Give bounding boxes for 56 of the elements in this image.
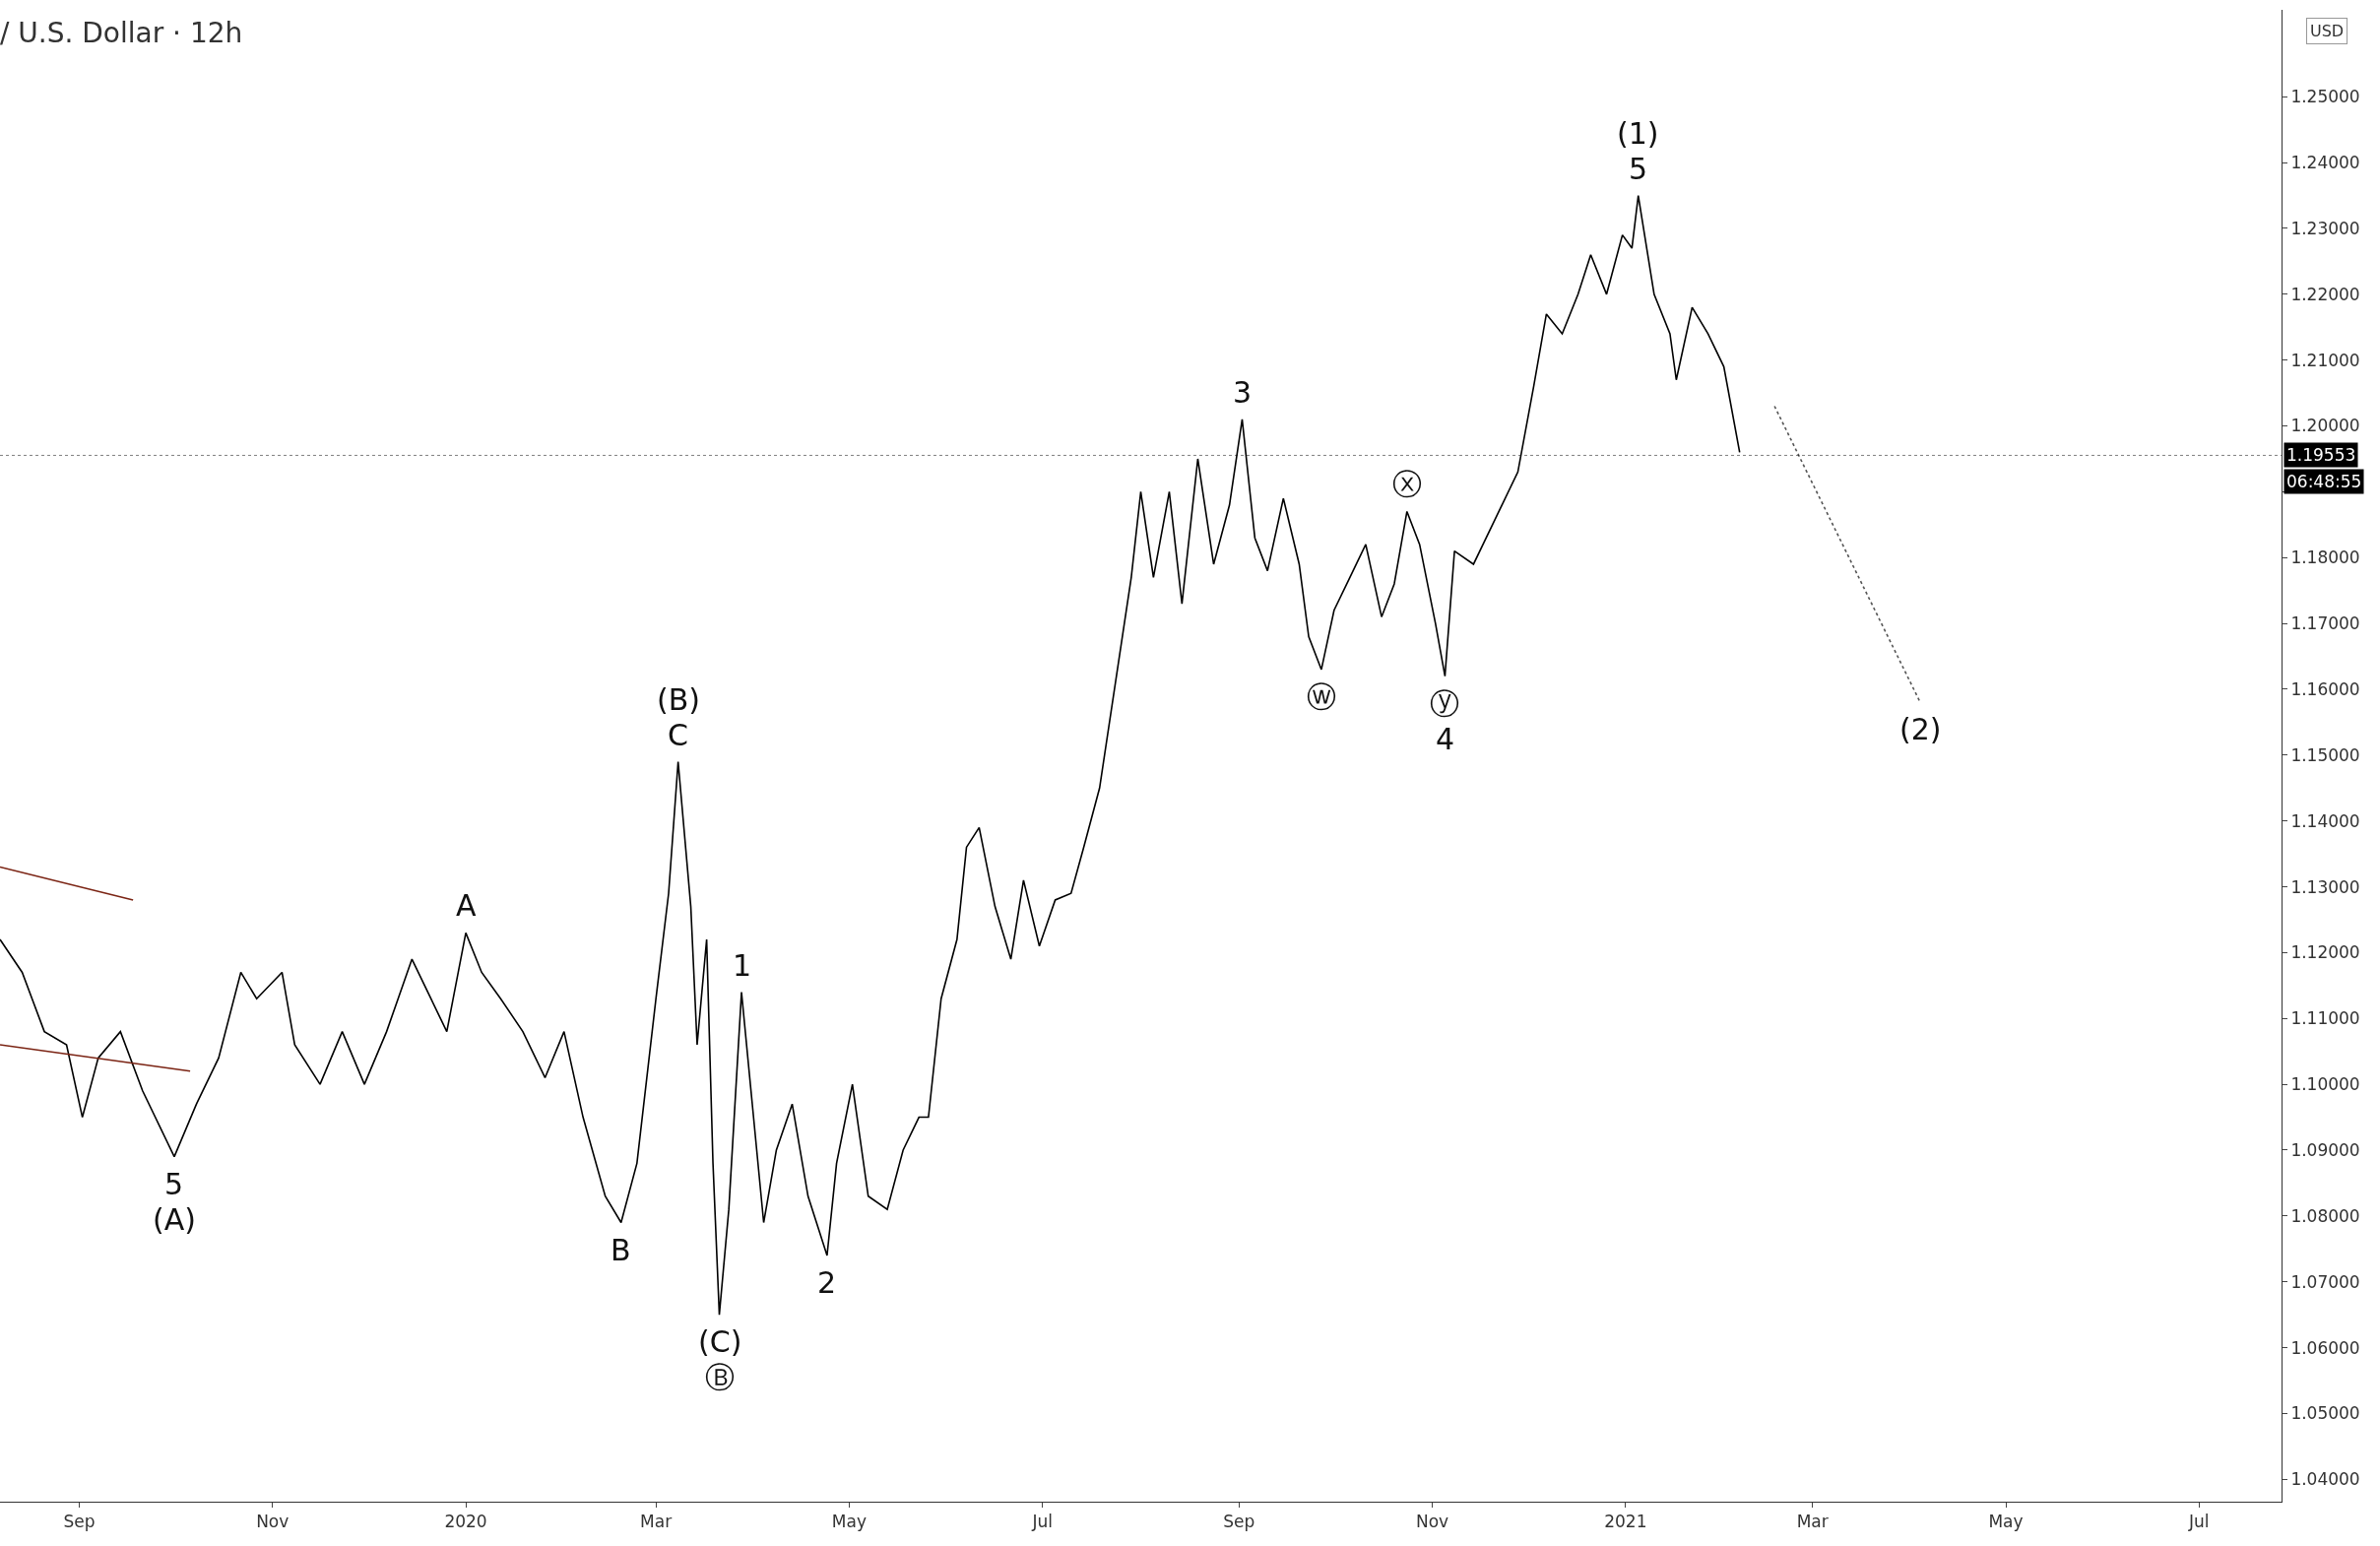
annotation: ⓧ xyxy=(1392,467,1422,501)
annotation: (A) xyxy=(153,1202,196,1237)
annotation: 5 xyxy=(1629,152,1648,186)
x-tick-label: Mar xyxy=(1796,1512,1829,1532)
y-axis-title: USD xyxy=(2310,22,2345,40)
y-tick-label: 1.16000 xyxy=(2290,678,2360,699)
annotation: ⓦ xyxy=(1307,679,1336,714)
annotation: (1) xyxy=(1617,116,1659,151)
x-tick-label: Sep xyxy=(63,1512,96,1532)
y-tick-label: 1.22000 xyxy=(2290,284,2360,304)
y-tick-label: 1.23000 xyxy=(2290,218,2360,238)
y-tick-label: 1.10000 xyxy=(2290,1074,2360,1095)
x-tick-label: Jul xyxy=(1031,1512,1053,1532)
x-tick-label: May xyxy=(1988,1512,2024,1532)
y-tick-label: 1.06000 xyxy=(2290,1337,2360,1358)
y-tick-label: 1.15000 xyxy=(2290,744,2360,765)
annotation: 1 xyxy=(733,948,752,983)
annotation: 4 xyxy=(1436,722,1455,756)
y-tick-label: 1.09000 xyxy=(2290,1139,2360,1160)
annotation: C xyxy=(668,718,688,752)
y-tick-label: 1.04000 xyxy=(2290,1469,2360,1490)
y-tick-label: 1.07000 xyxy=(2290,1271,2360,1292)
y-tick-label: 1.11000 xyxy=(2290,1008,2360,1029)
x-tick-label: 2020 xyxy=(444,1512,487,1532)
x-tick-label: Nov xyxy=(1415,1512,1449,1532)
y-tick-label: 1.25000 xyxy=(2290,87,2360,107)
x-tick-label: May xyxy=(831,1512,868,1532)
annotation: 2 xyxy=(817,1265,837,1300)
x-tick-label: Sep xyxy=(1223,1512,1255,1532)
y-tick-label: 1.05000 xyxy=(2290,1403,2360,1424)
y-tick-label: 1.14000 xyxy=(2290,810,2360,831)
chart-title: / U.S. Dollar · 12h xyxy=(0,17,243,50)
text: 06:48:55 xyxy=(2286,472,2362,491)
x-tick-label: Jul xyxy=(2188,1512,2210,1532)
annotation: 3 xyxy=(1233,375,1253,410)
annotation: B xyxy=(611,1233,631,1267)
annotation: (C) xyxy=(698,1324,742,1359)
y-tick-label: 1.12000 xyxy=(2290,942,2360,963)
y-tick-label: 1.13000 xyxy=(2290,876,2360,897)
annotation: A xyxy=(456,888,477,923)
y-tick-label: 1.24000 xyxy=(2290,153,2360,173)
line-series xyxy=(0,194,1741,1316)
x-tick-label: Mar xyxy=(640,1512,673,1532)
y-tick-label: 1.18000 xyxy=(2290,548,2360,568)
annotation: ⓨ xyxy=(1430,686,1459,721)
x-tick-label: Nov xyxy=(256,1512,289,1532)
y-tick-label: 1.20000 xyxy=(2290,416,2360,436)
y-tick-label: 1.08000 xyxy=(2290,1205,2360,1226)
annotation: (B) xyxy=(657,682,700,717)
x-tick-label: 2021 xyxy=(1604,1512,1647,1532)
annotation: Ⓑ xyxy=(705,1360,735,1394)
y-tick-label: 1.17000 xyxy=(2290,613,2360,634)
y-tick-label: 1.21000 xyxy=(2290,350,2360,370)
annotation: 5 xyxy=(164,1167,184,1201)
ref-line-label: 1.19553 xyxy=(2286,445,2356,465)
annotation: (2) xyxy=(1899,712,1942,746)
